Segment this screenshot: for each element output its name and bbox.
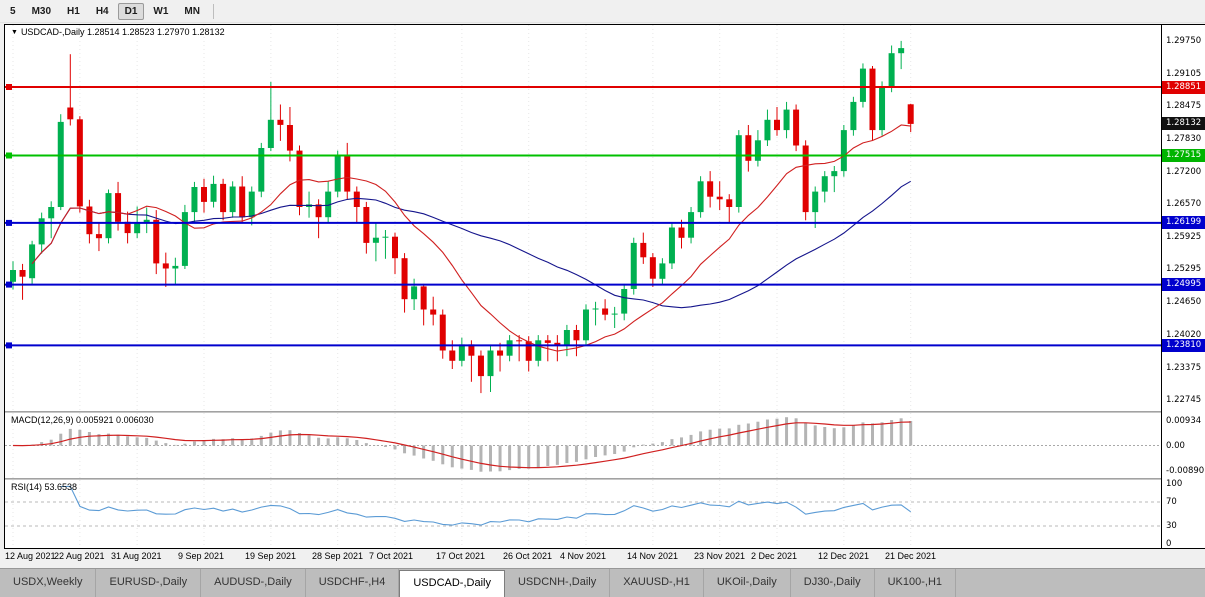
period-button-m30[interactable]: M30 (31, 5, 52, 17)
chart-dropdown-icon[interactable]: ▼ (11, 29, 18, 36)
tab-ukoil-daily[interactable]: UKOil-,Daily (704, 569, 791, 597)
rsi-axis-label: 100 (1166, 479, 1183, 489)
rsi-axis-label: 70 (1166, 497, 1177, 507)
tab-usdx-weekly[interactable]: USDX,Weekly (0, 569, 97, 597)
chart-tabs: USDX,Weekly EURUSD-,Daily AUDUSD-,Daily … (0, 568, 1205, 597)
tab-eurusd-daily[interactable]: EURUSD-,Daily (96, 569, 202, 597)
chart-panes: ▼ USDCAD-,Daily 1.28514 1.28523 1.27970 1… (5, 25, 1162, 548)
tab-usdchf-h4[interactable]: USDCHF-,H4 (306, 569, 400, 597)
macd-axis-label: -0.00890 (1166, 466, 1205, 476)
price-tag: 1.28132 (1162, 117, 1205, 131)
price-axis-label: 1.26570 (1166, 198, 1202, 209)
period-button-5[interactable]: 5 (10, 5, 16, 17)
price-tag: 1.28851 (1162, 80, 1205, 94)
macd-chart-canvas[interactable] (5, 413, 1161, 478)
rsi-axis-label: 30 (1166, 521, 1177, 531)
date-label: 14 Nov 2021 (627, 551, 679, 561)
period-toolbar: 5 M30 H1 H4 D1 W1 MN (0, 0, 1205, 23)
tab-dj30-daily[interactable]: DJ30-,Daily (791, 569, 875, 597)
price-pane[interactable]: ▼ USDCAD-,Daily 1.28514 1.28523 1.27970 1… (5, 25, 1161, 411)
rsi-chart-canvas[interactable] (5, 480, 1161, 548)
macd-pane[interactable]: MACD(12,26,9) 0.005921 0.006030 (5, 413, 1161, 478)
pane-splitter[interactable] (5, 411, 1161, 413)
rsi-line (60, 485, 912, 526)
macd-axis-label: 0.00 (1166, 440, 1185, 451)
date-label: 12 Dec 2021 (818, 551, 870, 561)
price-axis-label: 1.27200 (1166, 166, 1202, 177)
price-axis-label: 1.27830 (1166, 134, 1202, 145)
date-label: 7 Oct 2021 (369, 551, 414, 561)
price-axis-label: 1.29750 (1166, 35, 1202, 46)
macd-signal-line (12, 421, 911, 469)
rsi-axis-label: 0 (1166, 539, 1172, 549)
chart-title: ▼ USDCAD-,Daily 1.28514 1.28523 1.27970 1… (11, 27, 225, 37)
rsi-label: RSI(14) 53.6538 (11, 482, 78, 492)
grid-lines (12, 25, 912, 411)
price-axis-label: 1.28475 (1166, 101, 1202, 112)
date-label: 28 Sep 2021 (312, 551, 364, 561)
ma-slow-line (31, 180, 911, 309)
horizontal-lines[interactable] (5, 84, 1161, 349)
date-label: 22 Aug 2021 (54, 551, 105, 561)
price-axis-label: 1.24020 (1166, 329, 1202, 340)
date-label: 2 Dec 2021 (751, 551, 798, 561)
price-chart-canvas[interactable] (5, 25, 1161, 411)
date-label: 12 Aug 2021 (5, 551, 56, 561)
date-label: 21 Dec 2021 (885, 551, 937, 561)
tab-usdcad-daily[interactable]: USDCAD-,Daily (399, 570, 505, 597)
rsi-pane[interactable]: RSI(14) 53.6538 (5, 480, 1161, 548)
price-tag: 1.26199 (1162, 216, 1205, 230)
price-axis-label: 1.22745 (1166, 395, 1202, 405)
macd-label: MACD(12,26,9) 0.005921 0.006030 (11, 415, 154, 425)
period-button-h4[interactable]: H4 (95, 5, 109, 17)
macd-axis-label: 0.00934 (1166, 416, 1202, 426)
date-label: 26 Oct 2021 (503, 551, 553, 561)
price-tag: 1.27515 (1162, 149, 1205, 162)
tab-audusd-daily[interactable]: AUDUSD-,Daily (201, 569, 306, 597)
chart-window: ▼ USDCAD-,Daily 1.28514 1.28523 1.27970 1… (4, 24, 1205, 549)
price-axis-label: 1.25295 (1166, 264, 1202, 275)
ma-fast-line (31, 124, 911, 352)
period-button-mn[interactable]: MN (184, 5, 200, 17)
price-axis-label: 1.29105 (1166, 69, 1202, 79)
date-axis[interactable]: 12 Aug 2021 22 Aug 2021 31 Aug 2021 9 Sep 2… (5, 549, 1161, 565)
price-axis-label: 1.23375 (1166, 362, 1202, 373)
price-tag: 1.23810 (1162, 338, 1205, 352)
price-axis-label: 1.24650 (1166, 297, 1202, 308)
price-axis-label: 1.25925 (1166, 232, 1202, 242)
toolbar-separator (212, 3, 214, 19)
date-label: 17 Oct 2021 (436, 551, 486, 561)
grid-lines (12, 480, 912, 548)
pane-splitter[interactable] (5, 478, 1161, 480)
date-label: 4 Nov 2021 (560, 551, 607, 561)
tab-usdcnh-daily[interactable]: USDCNH-,Daily (505, 569, 611, 597)
period-button-w1[interactable]: W1 (153, 5, 169, 17)
date-label: 23 Nov 2021 (694, 551, 746, 561)
date-label: 9 Sep 2021 (178, 551, 225, 561)
tab-uk100-h1[interactable]: UK100-,H1 (875, 569, 957, 597)
tab-xauusd-h1[interactable]: XAUUSD-,H1 (610, 569, 704, 597)
date-label: 19 Sep 2021 (245, 551, 297, 561)
price-axis[interactable]: 1.29750 1.29105 1.28475 1.27830 1.27200 1.265… (1162, 25, 1205, 549)
date-label: 31 Aug 2021 (111, 551, 162, 561)
candles-group (10, 40, 914, 394)
period-button-h1[interactable]: H1 (67, 5, 80, 17)
period-button-d1[interactable]: D1 (117, 2, 145, 20)
price-tag: 1.24995 (1162, 278, 1205, 292)
